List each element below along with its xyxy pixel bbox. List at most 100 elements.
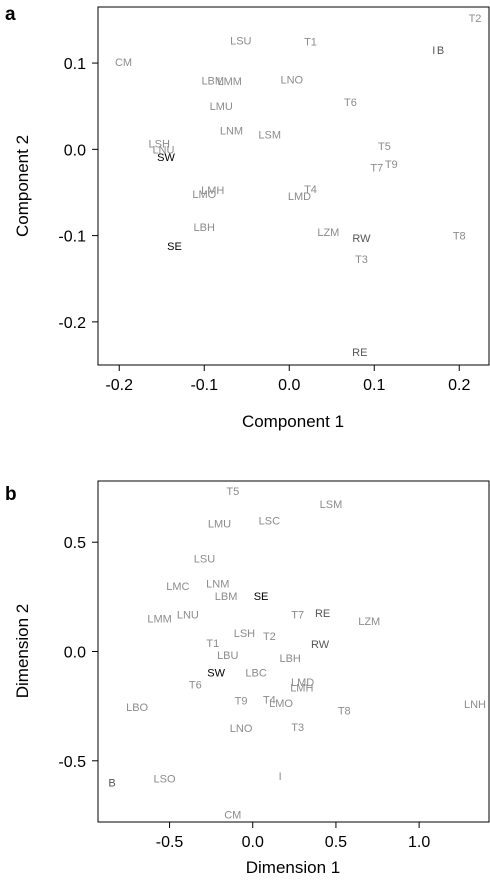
point-label: SE <box>167 241 182 253</box>
point-label: LMU <box>208 519 231 531</box>
point-label: CM <box>224 809 241 821</box>
point-label: LNU <box>152 144 174 156</box>
point-label: LMM <box>218 76 242 88</box>
point-label: LZM <box>317 227 339 239</box>
point-label: RW <box>311 639 330 651</box>
panel-b-y-axis: -0.5 0.0 0.5 <box>58 535 98 771</box>
point-label: I <box>432 45 435 57</box>
point-label: T3 <box>355 254 368 266</box>
point-label: LMU <box>210 101 233 113</box>
point-label: LZM <box>358 616 380 628</box>
point-label: T9 <box>235 696 248 708</box>
point-label: T5 <box>378 141 391 153</box>
x-tick-label: -0.5 <box>156 834 184 851</box>
point-label: T4 <box>263 695 276 707</box>
panel-a-frame <box>97 6 490 366</box>
y-tick-label: 0.1 <box>64 56 86 73</box>
y-tick-label: -0.5 <box>58 754 86 771</box>
point-label: LBU <box>217 650 238 662</box>
x-tick-label: 0.5 <box>325 834 347 851</box>
point-label: T7 <box>291 609 304 621</box>
x-tick-label: -0.1 <box>190 377 218 394</box>
point-label: RW <box>352 233 371 245</box>
point-label: LBO <box>126 702 148 714</box>
point-label: LNH <box>464 699 486 711</box>
panel-b-frame <box>97 480 490 823</box>
panel-a-x-label: Component 1 <box>242 412 344 431</box>
y-tick-label: 0.0 <box>64 645 86 662</box>
point-label: B <box>437 45 444 57</box>
point-label: LSH <box>234 628 255 640</box>
panel-b-letter: b <box>5 484 17 505</box>
point-label: LNM <box>220 125 243 137</box>
point-label: LSH <box>148 138 169 150</box>
point-label: LMH <box>201 185 224 197</box>
panel-a-y-label: Component 2 <box>13 135 32 237</box>
point-label: LBM <box>201 75 224 87</box>
point-label: LMM <box>147 614 171 626</box>
point-label: I <box>279 771 282 783</box>
point-label: T6 <box>189 679 202 691</box>
point-label: T6 <box>344 97 357 109</box>
y-tick-label: 0.5 <box>64 535 86 552</box>
x-tick-label: 0.0 <box>278 377 300 394</box>
point-label: LNO <box>230 723 253 735</box>
point-label: SW <box>157 152 175 164</box>
point-label: LSU <box>230 36 251 48</box>
y-tick-label: -0.2 <box>58 315 86 332</box>
point-label: LMD <box>288 191 311 203</box>
point-label: LSM <box>320 499 343 511</box>
point-label: LSU <box>194 554 215 566</box>
point-label: T5 <box>226 486 239 498</box>
point-label: T8 <box>453 231 466 243</box>
x-tick-label: 1.0 <box>408 834 430 851</box>
x-tick-label: 0.0 <box>242 834 264 851</box>
point-label: LSM <box>258 130 281 142</box>
point-label: LBC <box>245 667 266 679</box>
point-label: LNU <box>177 609 199 621</box>
point-label: T8 <box>338 706 351 718</box>
point-label: LMD <box>291 677 314 689</box>
point-label: LMC <box>166 581 189 593</box>
panel-b-scatter: b -0.5 0.0 0.5 1.0 -0.5 0.0 0.5 T5 LSM LMU LSC LS… <box>5 480 490 877</box>
panel-a-letter: a <box>5 4 16 25</box>
point-label: B <box>108 778 115 790</box>
y-tick-label: -0.1 <box>58 229 86 246</box>
point-label: LSC <box>259 515 280 527</box>
point-label: LSO <box>154 773 176 785</box>
point-label: T1 <box>206 638 219 650</box>
point-label: T4 <box>304 184 317 196</box>
point-label: LBH <box>194 222 215 234</box>
point-label: LMH <box>290 683 313 695</box>
point-label: RE <box>352 347 367 359</box>
point-label: LBM <box>215 591 238 603</box>
panel-b-x-axis: -0.5 0.0 0.5 1.0 <box>156 822 430 851</box>
panel-a-x-axis: -0.2 -0.1 0.0 0.1 0.2 <box>105 365 470 394</box>
x-tick-label: -0.2 <box>105 377 133 394</box>
point-label: LMO <box>269 698 293 710</box>
point-label: RE <box>315 608 330 620</box>
point-label: LNO <box>280 74 303 86</box>
point-label: T2 <box>263 631 276 643</box>
point-label: T7 <box>370 162 383 174</box>
panel-b-y-label: Dimension 2 <box>13 604 32 699</box>
point-label: LMO <box>192 189 216 201</box>
panel-b-x-label: Dimension 1 <box>246 858 341 877</box>
point-label: SE <box>254 591 269 603</box>
panel-a-scatter: a -0.2 -0.1 0.0 0.1 0.2 -0.2 -0.1 0.0 0.1 T2 CM L… <box>5 4 490 431</box>
point-label: LNM <box>206 579 229 591</box>
point-label: CM <box>115 57 132 69</box>
x-tick-label: 0.2 <box>448 377 470 394</box>
point-label: LBH <box>279 653 300 665</box>
panel-a-y-axis: -0.2 -0.1 0.0 0.1 <box>58 56 98 332</box>
point-label: T3 <box>291 722 304 734</box>
point-label: T9 <box>385 159 398 171</box>
point-label: T1 <box>304 37 317 49</box>
y-tick-label: 0.0 <box>64 142 86 159</box>
point-label: SW <box>207 667 225 679</box>
point-label: T2 <box>469 13 482 25</box>
x-tick-label: 0.1 <box>363 377 385 394</box>
